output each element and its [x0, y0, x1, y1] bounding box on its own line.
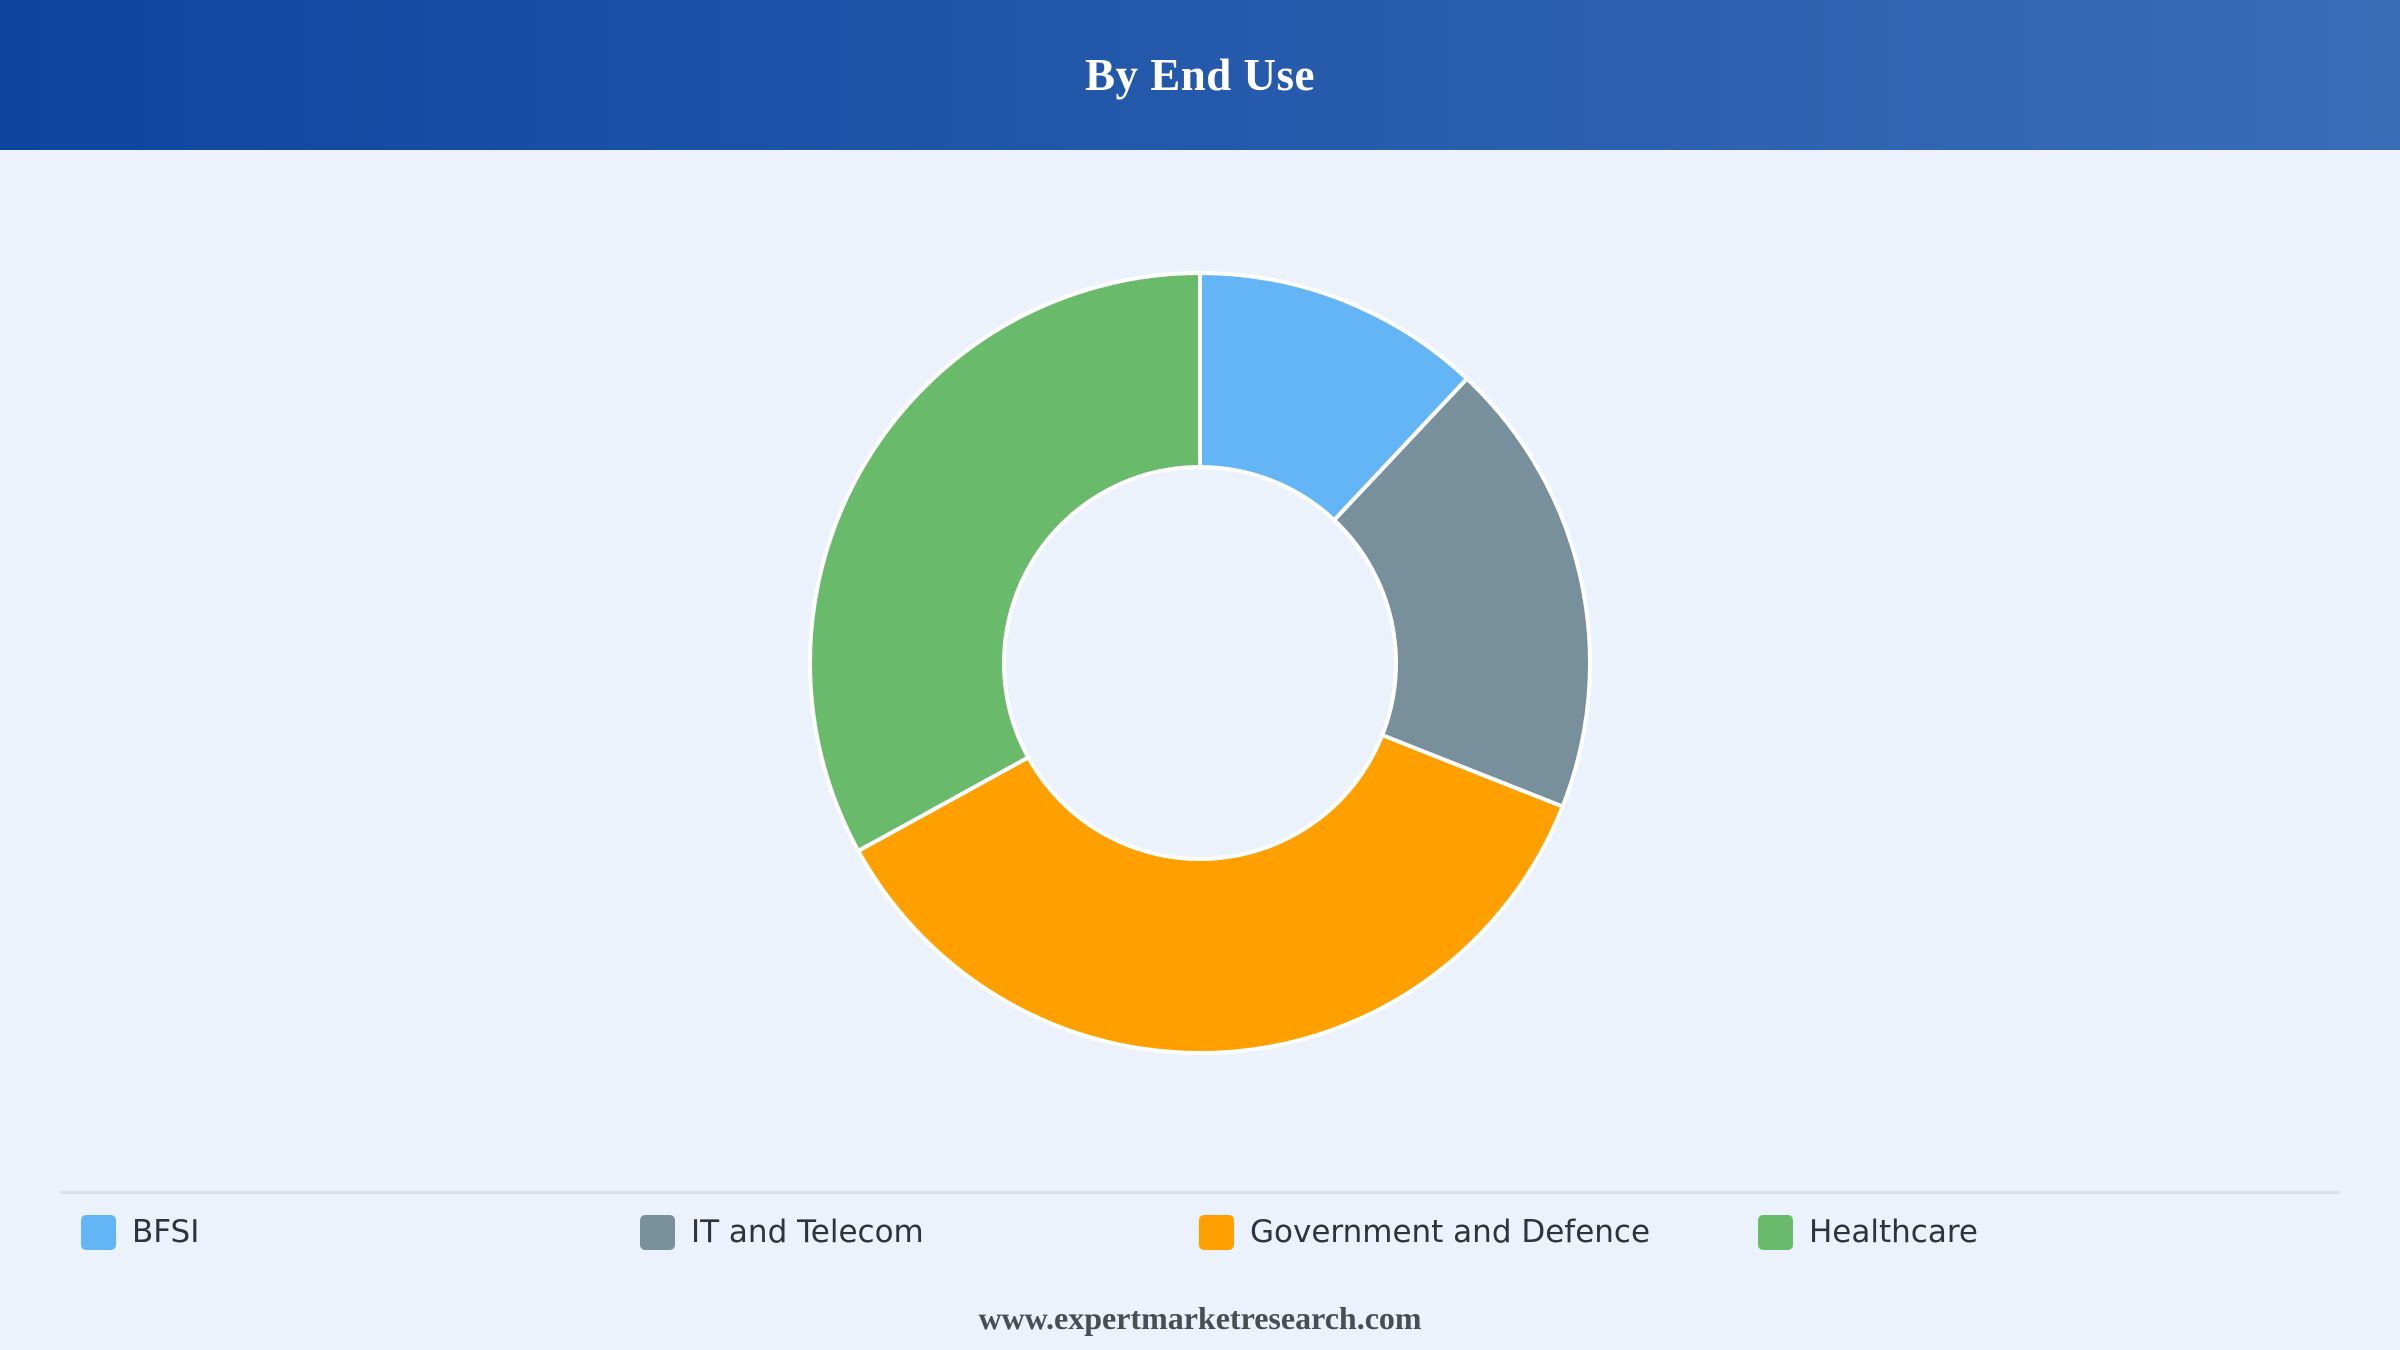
legend-item-government-defence[interactable]: Government and Defence [1199, 1212, 1650, 1252]
donut-slice-it-telecom[interactable] [1332, 376, 1592, 809]
legend-swatch [640, 1214, 675, 1250]
legend-swatch [1758, 1214, 1793, 1250]
legend-label: Healthcare [1809, 1214, 1978, 1250]
legend-swatch [1199, 1214, 1234, 1250]
legend-swatch [81, 1214, 116, 1250]
donut-slice-healthcare[interactable] [808, 271, 1202, 853]
chart-title: By End Use [1084, 50, 1316, 100]
legend-item-bfsi[interactable]: BFSI [81, 1212, 199, 1252]
legend-label: BFSI [132, 1214, 200, 1250]
donut-slice-bfsi[interactable] [1198, 271, 1469, 523]
legend-divider [60, 1191, 2340, 1194]
donut-slice-government-defence[interactable] [856, 733, 1565, 1055]
chart-header: By End Use [0, 0, 2400, 150]
legend-item-healthcare[interactable]: Healthcare [1758, 1212, 1978, 1252]
chart-legend: BFSI IT and Telecom Government and Defen… [81, 1212, 2361, 1252]
chart-area [0, 150, 2400, 1190]
donut-chart [808, 271, 1592, 1055]
legend-item-it-telecom[interactable]: IT and Telecom [640, 1212, 924, 1252]
source-url: www.expertmarketresearch.com [978, 1300, 1422, 1336]
legend-label: Government and Defence [1250, 1214, 1651, 1250]
legend-label: IT and Telecom [691, 1214, 924, 1250]
